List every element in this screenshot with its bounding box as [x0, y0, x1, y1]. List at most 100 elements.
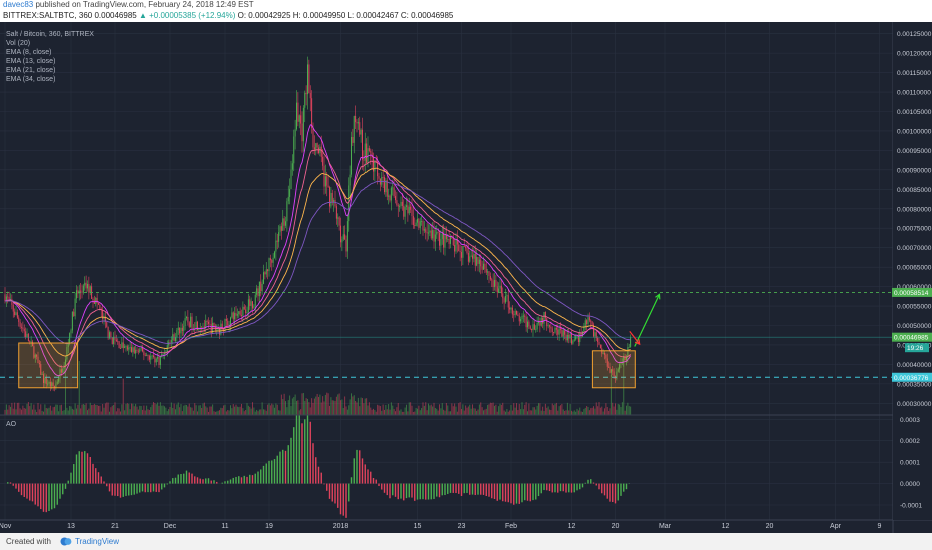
volume-bar	[626, 405, 627, 415]
candle-body	[85, 282, 87, 289]
volume-bar	[476, 410, 478, 415]
ao-bar	[620, 483, 622, 496]
candle-body	[597, 338, 599, 342]
ao-bar	[59, 483, 61, 499]
volume-bar	[573, 410, 575, 415]
candle-body	[298, 115, 300, 122]
candle-body	[344, 234, 346, 240]
ao-bar	[532, 483, 534, 501]
candle-body	[557, 329, 559, 335]
date-tick-label: Dec	[164, 523, 177, 530]
tradingview-brand[interactable]: TradingView	[75, 537, 120, 546]
candle-body	[390, 187, 392, 201]
candle-body	[297, 102, 299, 122]
volume-bar	[323, 401, 325, 415]
candle-body	[617, 369, 619, 372]
ao-bar	[557, 483, 559, 493]
candle-body	[546, 318, 548, 327]
candle-body	[169, 342, 171, 344]
candle-body	[227, 320, 229, 326]
volume-bar	[330, 397, 332, 415]
ao-bar	[227, 480, 229, 484]
candle-body	[96, 297, 98, 303]
volume-bar	[18, 402, 20, 415]
candle-body	[463, 245, 465, 247]
legend-ema-8[interactable]: EMA (8, close)	[6, 49, 52, 56]
candle-body	[52, 382, 54, 387]
volume-bar	[341, 399, 343, 415]
volume-bar	[514, 407, 516, 415]
candle-body	[580, 332, 582, 337]
candle-body	[106, 322, 108, 327]
volume-bar	[296, 400, 297, 415]
price-tag-label: 0.00058514	[894, 290, 929, 297]
volume-bar	[423, 405, 425, 415]
ao-bar	[546, 483, 548, 491]
volume-bar	[385, 404, 387, 415]
candle-body	[73, 311, 75, 317]
candle-body	[56, 381, 58, 384]
price-tags: 0.00058514 0.00046985 0.00036776 19:26	[892, 287, 932, 382]
volume-bar	[557, 410, 559, 415]
candle-body	[32, 341, 33, 347]
ao-bar	[136, 483, 138, 494]
volume-bar	[528, 403, 530, 415]
indicator-legend[interactable]: Salt / Bitcoin, 360, BITTREX Vol (20) EM…	[6, 31, 94, 83]
legend-ema-21[interactable]: EMA (21, close)	[6, 67, 55, 74]
volume-bar	[351, 393, 352, 415]
volume-bar	[307, 398, 308, 415]
candle-body	[513, 314, 515, 316]
volume-bar	[66, 407, 68, 415]
volume-bar	[102, 403, 104, 415]
ao-label[interactable]: AO	[6, 421, 17, 428]
volume-bar	[403, 411, 405, 415]
volume-bar	[335, 396, 337, 415]
candle-body	[202, 326, 204, 329]
volume-bar	[180, 404, 182, 415]
candle-body	[129, 347, 131, 348]
volume-bar	[173, 403, 175, 415]
price-tag-label: 0.00036776	[894, 375, 929, 382]
legend-ema-13[interactable]: EMA (13, close)	[6, 58, 55, 65]
candle-body	[224, 319, 226, 332]
ao-bar	[53, 483, 56, 509]
ao-bar	[111, 483, 113, 496]
candle-body	[275, 240, 277, 252]
volume-bar	[532, 407, 534, 415]
volume-bar	[602, 411, 604, 415]
candle-body	[327, 185, 329, 188]
author-link[interactable]: davec83	[3, 0, 34, 9]
volume-bar	[15, 409, 17, 415]
volume-bar	[560, 405, 561, 415]
candle-body	[496, 286, 498, 293]
ao-bar	[436, 483, 438, 497]
ao-axis[interactable]: 0.0003 0.0002 0.0001 0.0000 -0.0001	[900, 417, 922, 510]
candle-body	[331, 192, 333, 202]
candle-body	[179, 327, 181, 334]
volume-bar	[245, 409, 247, 415]
volume-bar	[621, 402, 623, 415]
volume-bar	[113, 404, 115, 415]
candle-body	[308, 64, 310, 94]
price-axis[interactable]: 0.00125000 0.00120000 0.00115000 0.00110000…	[893, 22, 932, 520]
ao-bar	[177, 474, 179, 484]
volume-bar	[121, 404, 123, 415]
ao-bar	[540, 483, 542, 494]
ao-bar	[430, 483, 432, 500]
volume-bar	[450, 411, 451, 415]
ao-bar	[606, 483, 608, 499]
volume-bar	[428, 403, 429, 415]
chart-canvas[interactable]: 0.00125000 0.00120000 0.00115000 0.00110000…	[0, 22, 932, 533]
date-axis[interactable]: Nov 13 21 Dec 11 19 2018 15 23 Feb 12 20 Mar 12 20 Apr 9	[0, 523, 882, 530]
volume-bar	[590, 408, 592, 415]
volume-bar	[562, 409, 564, 415]
volume-bar	[601, 406, 603, 415]
legend-vol[interactable]: Vol (20)	[6, 40, 30, 47]
volume-bar	[355, 401, 357, 415]
volume-bar	[186, 405, 187, 415]
ao-bar	[458, 483, 460, 494]
legend-ema-34[interactable]: EMA (34, close)	[6, 76, 55, 83]
candle-body	[71, 311, 73, 331]
date-tick-label: Nov	[0, 523, 12, 530]
ao-bar	[81, 451, 83, 484]
